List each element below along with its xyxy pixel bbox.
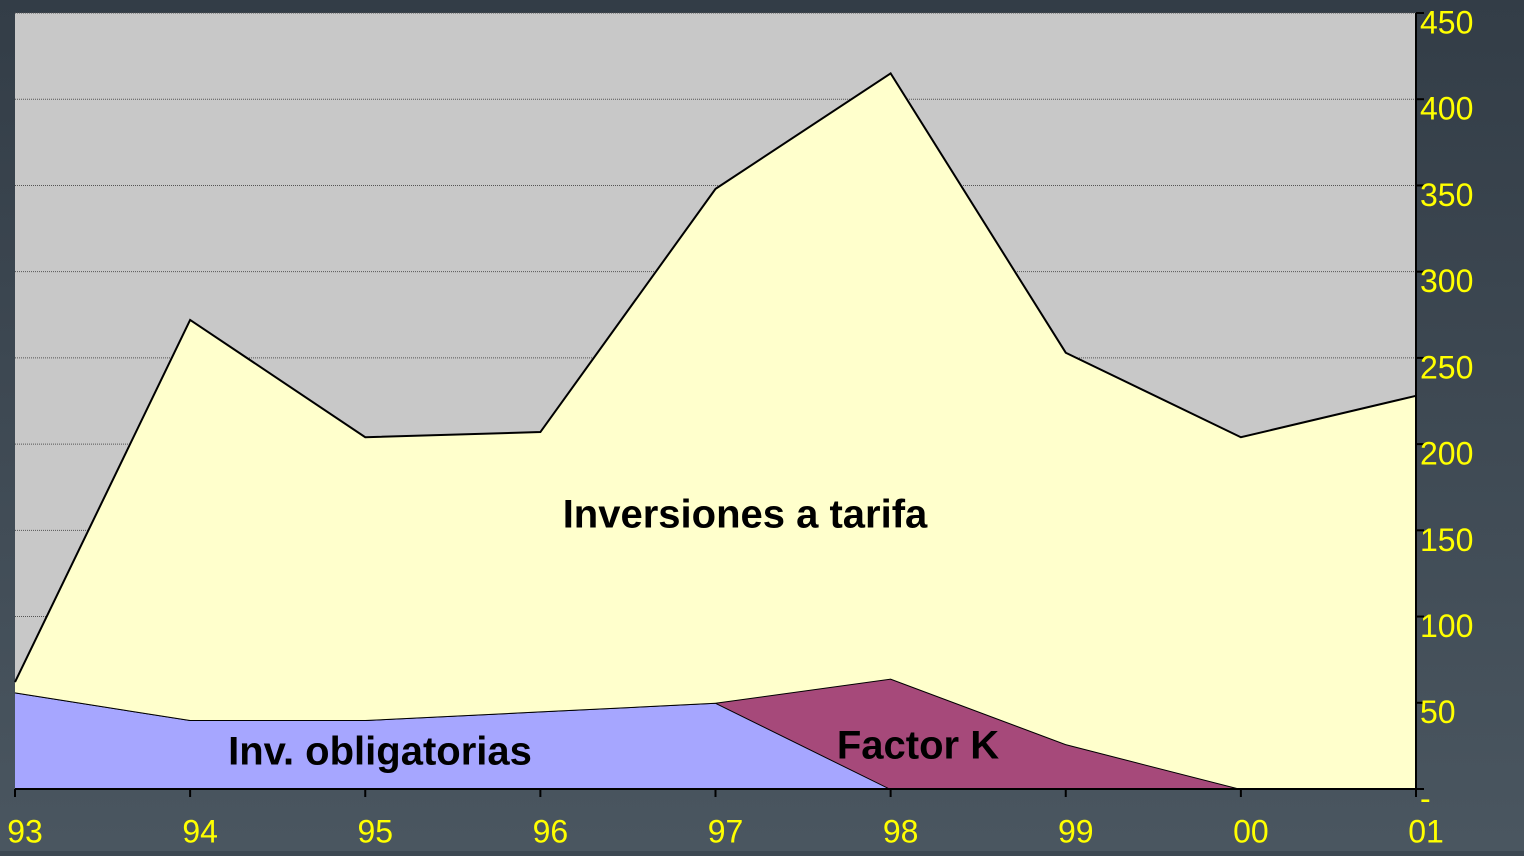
x-tick-label: 00	[1233, 813, 1269, 849]
x-tick-label: 96	[533, 813, 569, 849]
y-tick-label: 400	[1420, 91, 1473, 127]
y-tick-label: 300	[1420, 263, 1473, 299]
y-tick-label: 150	[1420, 522, 1473, 558]
y-tick-label: 100	[1420, 608, 1473, 644]
x-tick-label: 95	[357, 813, 393, 849]
series-label: Factor K	[837, 724, 999, 768]
series-label: Inv. obligatorias	[228, 730, 532, 774]
y-tick-label: 200	[1420, 436, 1473, 472]
area	[15, 678, 1416, 789]
y-tick-label: 450	[1420, 4, 1473, 40]
x-tick-label: 01	[1408, 813, 1444, 849]
y-tick-label: 250	[1420, 349, 1473, 385]
series-label: Inversiones a tarifa	[563, 493, 928, 537]
y-tick-label: -	[1420, 780, 1431, 816]
area	[15, 692, 1416, 789]
area	[15, 73, 1416, 790]
x-tick-label: 93	[7, 813, 43, 849]
x-tick-label: 98	[883, 813, 919, 849]
y-tick-label: 50	[1420, 694, 1456, 730]
x-tick-label: 99	[1058, 813, 1094, 849]
x-tick-label: 94	[182, 813, 218, 849]
area-outline	[14, 71, 1417, 683]
x-tick-label: 97	[708, 813, 744, 849]
y-tick-label: 350	[1420, 177, 1473, 213]
